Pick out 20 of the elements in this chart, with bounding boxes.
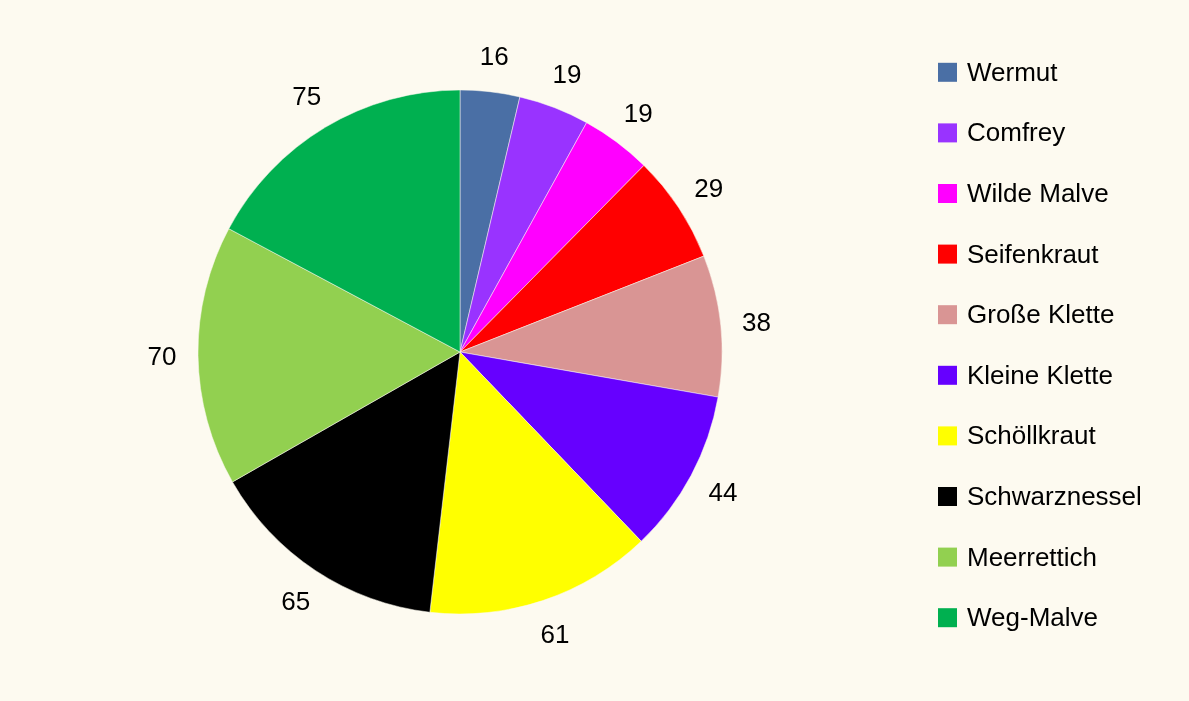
data-label: 19 [623,98,653,129]
legend-label: Schwarznessel [967,481,1142,511]
data-label: 75 [292,81,322,112]
legend-label: Kleine Klette [967,359,1113,390]
legend-label: Seifenkraut [967,238,1100,269]
data-label: 38 [742,306,771,337]
legend-label: Wermut [967,56,1059,87]
data-label: 44 [708,477,738,508]
data-label: 19 [552,58,582,89]
data-label: 16 [479,40,509,71]
legend-label: Wilde Malve [967,178,1109,208]
legend-label: Weg-Malve [967,602,1099,633]
data-label: 61 [540,619,570,650]
legend-label: Comfrey [967,117,1066,148]
legend-label: Große Klette [967,299,1115,330]
legend-label: Meerrettich [967,541,1098,572]
data-label: 70 [147,341,177,372]
data-label: 65 [281,585,311,616]
legend-label: Schöllkraut [967,420,1097,451]
data-label: 29 [694,172,724,203]
